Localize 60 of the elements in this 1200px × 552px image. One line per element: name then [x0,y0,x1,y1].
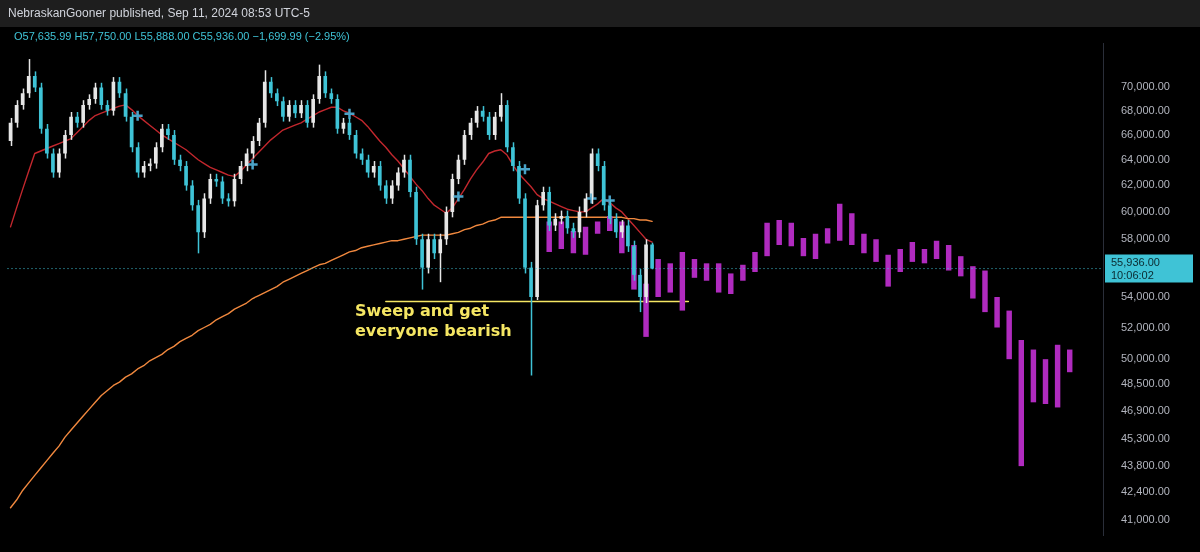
candlestick [740,264,746,281]
candlestick [788,222,795,247]
candlestick [776,220,782,245]
candlestick [897,249,903,272]
y-tick-label: 64,000.00 [1121,152,1170,165]
candlestick [885,254,891,287]
candlestick [1042,359,1049,405]
annotation: Sweep and get everyone bearish [355,301,513,341]
candlestick [1006,310,1012,360]
y-tick-label: 48,500.00 [1121,376,1170,389]
candlestick [703,263,710,281]
point [452,190,465,203]
y-tick-label: 52,000.00 [1121,320,1170,333]
y-tick-label: 62,000.00 [1121,178,1170,191]
candlestick [836,203,843,241]
candlestick [921,249,928,264]
candlestick [945,244,952,271]
candlestick [970,266,976,299]
y-tick-label: 46,900.00 [1121,403,1170,416]
candlestick [715,263,722,293]
candlestick [764,222,770,257]
candlestick [582,226,589,255]
point [518,163,532,176]
candlestick [655,259,661,298]
chart-subtitle: O57,635.99 H57,750.00 L55,888.00 C55,936.00 −1,699.99 (−2.95%) [14,30,350,42]
candlestick [667,263,673,293]
candlestick [691,259,698,278]
y-tick-label: 70,000.00 [1121,80,1170,93]
candlestick [728,273,734,295]
y-tick-label: 58,000.00 [1121,232,1170,245]
text: 10:06:02 [1111,268,1154,281]
candlestick [752,251,758,272]
y-tick-label: 66,000.00 [1121,127,1170,140]
candlestick [679,251,686,311]
point [343,107,356,121]
y-tick-label: 42,400.00 [1121,485,1170,498]
ref-line-label: 55,936.00 [1111,255,1160,268]
candlestick [812,233,819,260]
candlestick [909,242,916,262]
candlestick [849,213,855,245]
candlestick [1030,349,1037,403]
candlestick [873,239,879,262]
candlestick [594,221,601,234]
y-tick-label: 43,800.00 [1121,459,1170,472]
candlestick [861,233,867,254]
candlestick [933,240,940,260]
candlestick [1018,340,1025,467]
y-tick-label: 60,000.00 [1121,204,1170,217]
y-tick-label: 54,000.00 [1121,290,1170,303]
candlestick [824,228,831,244]
candlestick [1054,344,1061,408]
candlestick [994,297,1000,328]
y-tick-label: 68,000.00 [1121,103,1170,116]
candlestick [982,270,988,313]
y-tick-label: 41,000.00 [1121,512,1170,525]
y-tick-label: 45,300.00 [1121,431,1170,444]
candlestick [800,237,807,257]
y-tick-label: 50,000.00 [1121,352,1170,365]
text: NebraskanGooner published, Sep 11, 2024 08:53 UTC-5 [0,0,1200,27]
candlestick [958,256,964,277]
